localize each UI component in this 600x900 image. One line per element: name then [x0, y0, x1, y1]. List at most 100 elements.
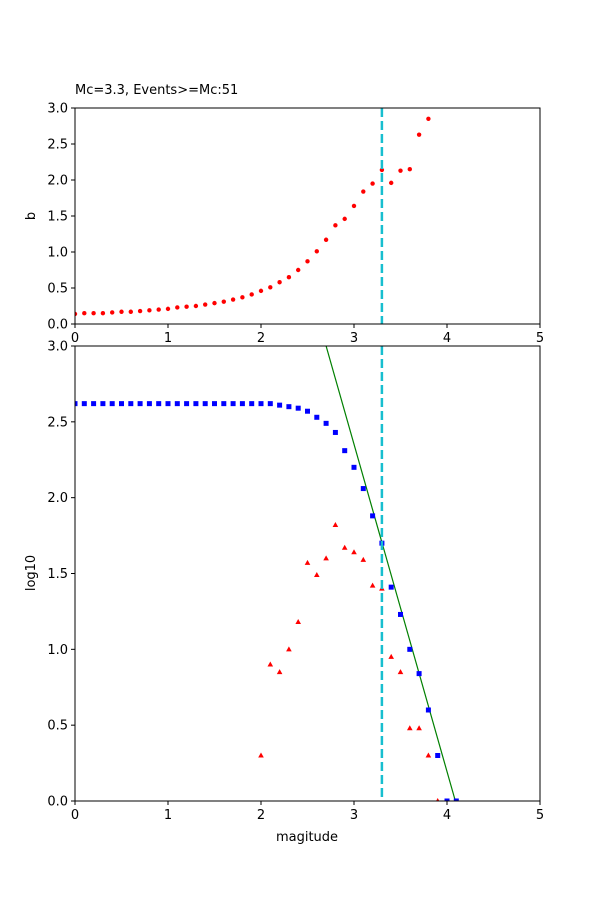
- y-tick-label: 3.0: [47, 102, 68, 117]
- b-value-point: [305, 259, 310, 264]
- cumulative-point: [239, 401, 245, 407]
- magnitude-frequency-ticks: 0 1 2 3 4 5 0.0 0.5 1.0 1.5 2.0 2.5 3.0: [47, 340, 544, 824]
- b-value-point: [389, 180, 394, 186]
- non-cumulative-point: [332, 521, 339, 527]
- b-value-data: [75, 108, 431, 324]
- b-value-point: [370, 181, 375, 186]
- cumulative-point: [305, 408, 310, 414]
- y-tick-label: 0.0: [47, 795, 68, 810]
- x-tick-label: 0: [71, 331, 79, 346]
- y-tick-label: 1.0: [47, 246, 68, 261]
- non-cumulative-point: [436, 798, 440, 801]
- b-value-point: [296, 267, 301, 273]
- cumulative-point: [100, 401, 106, 407]
- cumulative-point: [249, 401, 255, 407]
- b-value-point: [342, 216, 347, 222]
- b-value-point: [137, 308, 143, 314]
- b-value-point: [175, 305, 180, 310]
- y-tick-label: 0.0: [47, 318, 68, 333]
- x-tick-label: 3: [350, 331, 358, 346]
- cumulative-point: [416, 671, 422, 677]
- non-cumulative-point: [276, 669, 283, 675]
- b-value-point: [398, 168, 403, 173]
- cumulative-point: [128, 401, 134, 407]
- cumulative-point: [370, 513, 376, 519]
- cumulative-point: [258, 401, 264, 407]
- cumulative-point: [212, 401, 217, 407]
- b-value-point: [156, 307, 161, 312]
- cumulative-point: [146, 401, 152, 407]
- cumulative-point: [230, 401, 236, 407]
- b-value-panel: 0 1 2 3 4 5 0.0 0.5 1.0 1.5 2.0 2.5 3.0 Mc=3.3, Even…: [24, 83, 544, 346]
- b-value-point: [82, 311, 87, 316]
- non-cumulative-point: [360, 556, 367, 562]
- b-value-point: [268, 285, 273, 290]
- y-tick-label: 2.5: [47, 138, 68, 153]
- non-cumulative-point: [407, 725, 413, 731]
- x-tick-label: 4: [443, 331, 451, 346]
- b-value-point: [426, 116, 431, 122]
- y-tick-label: 2.5: [47, 415, 68, 430]
- x-tick-label: 5: [536, 331, 544, 346]
- gutenberg-richter-fit-line: [325, 346, 456, 801]
- cumulative-point: [137, 401, 143, 407]
- cumulative-point: [323, 420, 329, 426]
- b-value-point: [75, 311, 78, 317]
- cumulative-point: [202, 401, 208, 407]
- non-cumulative-point: [286, 646, 292, 652]
- b-value-point: [110, 310, 115, 315]
- cumulative-point: [342, 448, 348, 454]
- magnitude-frequency-data: [75, 346, 459, 801]
- non-cumulative-point: [258, 752, 264, 758]
- x-tick-label: 1: [164, 808, 172, 823]
- b-value-plot-area: [75, 116, 431, 317]
- b-value-y-axis-label: b: [24, 212, 39, 220]
- cumulative-point: [286, 404, 292, 410]
- cumulative-point: [75, 401, 78, 407]
- cumulative-point: [453, 798, 459, 801]
- non-cumulative-point: [369, 582, 376, 588]
- b-value-point: [147, 308, 152, 313]
- cumulative-point: [388, 584, 394, 590]
- b-value-point: [351, 203, 357, 209]
- b-value-point: [165, 306, 171, 312]
- y-tick-label: 0.5: [47, 719, 68, 734]
- b-value-point: [240, 295, 245, 300]
- cumulative-point: [295, 405, 301, 411]
- cumulative-point: [267, 401, 273, 407]
- y-tick-label: 1.0: [47, 643, 68, 658]
- b-value-point: [258, 288, 264, 294]
- magnitude-frequency-plot-area: [75, 346, 459, 801]
- b-value-point: [212, 300, 217, 306]
- cumulative-point: [398, 611, 403, 617]
- non-cumulative-point: [323, 555, 329, 561]
- b-value-point: [91, 311, 96, 316]
- b-value-point: [230, 297, 236, 302]
- non-cumulative-point: [351, 549, 357, 555]
- cumulative-point: [314, 414, 320, 420]
- non-cumulative-point: [314, 572, 320, 578]
- y-tick-label: 1.5: [47, 210, 68, 225]
- y-tick-label: 1.5: [47, 567, 68, 582]
- b-value-point: [407, 167, 412, 172]
- b-value-point: [361, 189, 366, 194]
- x-tick-label: 2: [257, 808, 265, 823]
- b-value-point: [323, 237, 329, 242]
- x-tick-label: 5: [536, 808, 544, 823]
- b-value-point: [286, 275, 292, 280]
- x-tick-label: 0: [71, 808, 79, 823]
- non-cumulative-point: [304, 559, 311, 565]
- cumulative-point: [193, 401, 199, 407]
- cumulative-point: [351, 464, 357, 470]
- cumulative-point: [119, 401, 124, 407]
- cumulative-point: [425, 707, 431, 713]
- b-value-title: Mc=3.3, Events>=Mc:51: [75, 83, 238, 98]
- cumulative-point: [435, 753, 441, 758]
- b-value-point: [100, 311, 106, 316]
- y-tick-label: 3.0: [47, 340, 68, 355]
- cumulative-point: [174, 401, 180, 407]
- non-cumulative-point: [295, 619, 301, 625]
- b-value-point: [249, 292, 254, 297]
- non-cumulative-point: [416, 725, 422, 731]
